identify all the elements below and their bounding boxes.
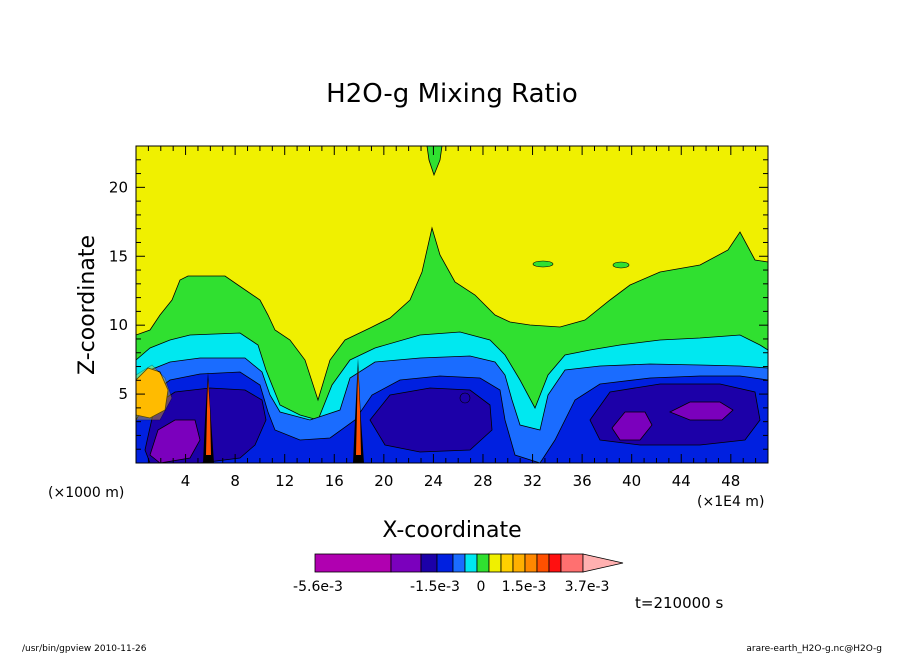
x-tick-label: 36	[573, 472, 592, 490]
colorbar-swatch	[548, 553, 562, 573]
colorbar-swatch	[536, 553, 550, 573]
colorbar-swatch	[436, 553, 454, 573]
x-tick-label: 4	[181, 472, 191, 490]
colorbar-arrow	[582, 553, 624, 573]
colorbar-label-max: 3.7e-3	[565, 579, 610, 595]
x-tick-label: 48	[721, 472, 740, 490]
colorbar-labels: -5.6e-3 -1.5e-3 0 1.5e-3 3.7e-3	[293, 579, 609, 595]
x-tick-label: 28	[473, 472, 492, 490]
x-tick-label: 24	[424, 472, 443, 490]
plot-frame	[135, 145, 769, 464]
colorbar-label-min: -5.6e-3	[293, 579, 343, 595]
y-tick-label: 5	[118, 385, 128, 403]
x-tick-label: 40	[622, 472, 641, 490]
x-axis: 4 8 12 16 20 24 28 32 36 40 44 48	[147, 146, 757, 490]
colorbar-swatch	[390, 553, 422, 573]
colorbar-swatch	[452, 553, 466, 573]
y-tick-label: 15	[109, 247, 128, 265]
colorbar-label-zero: 0	[477, 579, 486, 595]
colorbar-swatch	[512, 553, 526, 573]
colorbar-swatch	[488, 553, 502, 573]
colorbar-swatch	[500, 553, 514, 573]
colorbar-swatch	[476, 553, 490, 573]
colorbar-swatch	[560, 553, 584, 573]
chart-title: H2O-g Mixing Ratio	[326, 79, 578, 109]
colorbar-swatch	[464, 553, 478, 573]
x-tick-label: 32	[523, 472, 542, 490]
x-tick-label: 12	[275, 472, 294, 490]
contour-field	[136, 146, 768, 463]
colorbar	[314, 553, 624, 573]
x-tick-label: 16	[325, 472, 344, 490]
colorbar-swatch	[420, 553, 438, 573]
x-unit-label: (×1E4 m)	[697, 494, 764, 510]
colorbar-label-pos: 1.5e-3	[502, 579, 547, 595]
y-axis: 5 10 15 20	[109, 159, 768, 450]
x-axis-label: X-coordinate	[382, 518, 521, 543]
y-tick-label: 20	[109, 178, 128, 196]
x-tick-label: 8	[230, 472, 240, 490]
footer-left: /usr/bin/gpview 2010-11-26	[22, 644, 147, 654]
time-label: t=210000 s	[635, 594, 723, 612]
colorbar-swatch	[524, 553, 538, 573]
y-unit-label: (×1000 m)	[48, 485, 124, 501]
y-axis-label: Z-coordinate	[75, 235, 100, 375]
colorbar-label-neg: -1.5e-3	[410, 579, 460, 595]
x-tick-label: 20	[374, 472, 393, 490]
y-tick-label: 10	[109, 316, 128, 334]
footer-right: arare-earth_H2O-g.nc@H2O-g	[746, 644, 882, 654]
x-tick-label: 44	[672, 472, 691, 490]
colorbar-swatch	[314, 553, 392, 573]
